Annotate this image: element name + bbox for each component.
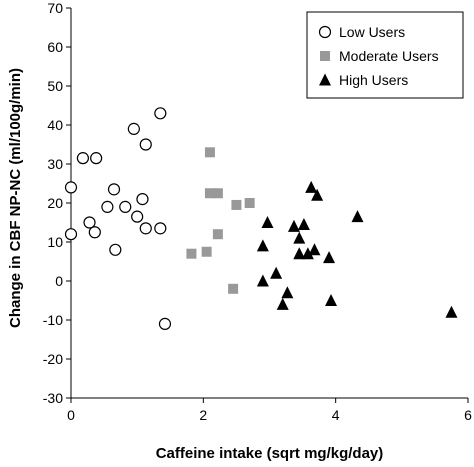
high-users-point [311,188,324,201]
low-users-point [139,222,152,235]
low-users-point [64,181,78,194]
x-axis-ticks: 0 2 4 6 [67,398,472,423]
low-users-point [136,193,149,206]
x-tick-label: 6 [464,407,472,423]
x-tick-label: 0 [67,407,75,423]
high-users-point [261,216,274,228]
high-users-point [293,247,306,260]
legend-label: Moderate Users [339,48,439,64]
high-users-point [256,239,269,252]
high-users-point [445,305,458,318]
low-users-point [127,122,140,135]
low-users-point [76,152,90,165]
low-users-point [88,226,101,239]
y-tick-label: 40 [47,117,63,133]
high-users-point [256,274,269,287]
low-users-point [107,183,121,196]
y-tick-label: -10 [43,312,63,328]
x-tick-label: 4 [332,407,340,423]
moderate-users-point [212,188,223,199]
high-users-point [287,219,300,232]
y-tick-label: -20 [43,351,63,367]
low-users-point [101,200,114,213]
legend: Low Users Moderate Users High Users [306,11,464,99]
low-users-point [154,222,167,235]
y-tick-label: 0 [55,273,63,289]
high-users-point [270,266,283,279]
high-users-point [351,210,364,223]
y-tick-label: 50 [47,78,63,94]
x-axis-title: Caffeine intake (sqrt mg/kg/day) [156,445,384,462]
moderate-users-point [212,229,223,240]
low-users-point [131,210,144,223]
moderate-users-point [231,199,242,210]
y-axis-ticks: -30 -20 -10 0 10 20 30 40 50 60 70 [43,0,71,406]
high-users-point [297,217,310,230]
legend-items: Low Users Moderate Users High Users [318,24,439,88]
low-users-point [139,138,152,151]
high-users-point [305,180,318,193]
low-users-point [83,216,96,229]
moderate-users-point [204,147,215,158]
moderate-users-point [228,283,239,294]
y-tick-label: -30 [43,390,63,406]
moderate-users-point [204,188,215,199]
low-users-point [158,317,172,330]
high-users-point [301,247,314,260]
legend-marker-high-users [319,73,331,86]
y-tick-label: 30 [47,156,63,172]
data-points [64,107,458,330]
legend-box [306,11,464,99]
y-tick-label: 20 [47,195,63,211]
y-tick-label: 60 [47,39,63,55]
low-users-point [119,200,132,213]
high-users-point [276,297,289,310]
high-users-point [281,286,294,299]
high-users-point [293,231,306,244]
legend-marker-moderate-users [320,51,330,61]
plot-area: 0 2 4 6 -30 -20 -10 0 10 20 30 40 50 60 70 [43,0,472,423]
x-tick-label: 2 [199,407,207,423]
low-users-point [109,243,122,256]
moderate-users-point [186,248,197,259]
moderate-users-point [244,198,255,208]
legend-marker-low-users [318,25,332,39]
y-tick-label: 70 [47,0,63,16]
low-users-point [90,152,103,165]
moderate-users-point [201,246,212,257]
low-users-point [154,107,167,120]
y-axis-title: Change in CBF NP-NC (ml/100g/min) [7,68,24,328]
legend-label: High Users [339,72,408,88]
legend-label: Low Users [339,24,405,40]
y-tick-label: 10 [47,234,63,250]
high-users-point [325,294,338,306]
high-users-point [308,243,321,256]
low-users-point [64,228,78,241]
high-users-point [323,251,336,264]
